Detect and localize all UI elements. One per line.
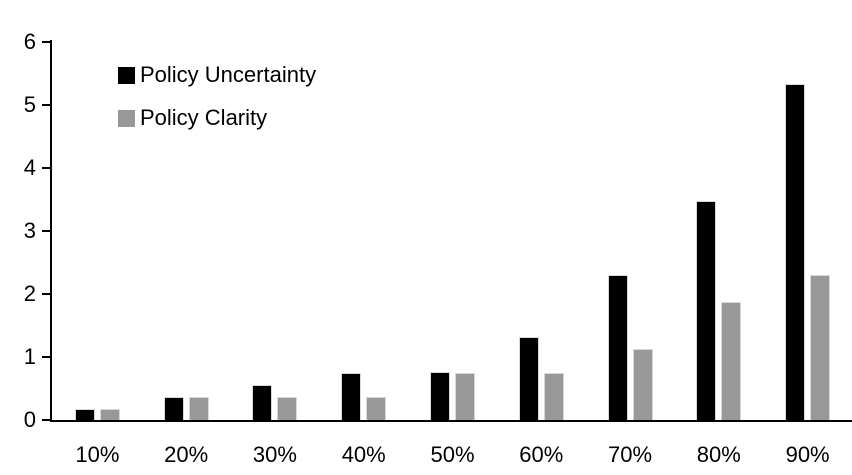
legend-item-policy-clarity: Policy Clarity bbox=[118, 105, 268, 130]
y-axis bbox=[50, 40, 52, 422]
x-axis-label: 70% bbox=[608, 442, 653, 467]
x-axis-label: 90% bbox=[785, 442, 830, 467]
bar-policy-clarity-20- bbox=[188, 396, 209, 420]
legend-label-policy-clarity: Policy Clarity bbox=[140, 105, 268, 130]
y-axis-tick bbox=[42, 419, 50, 421]
y-axis-label: 4 bbox=[23, 155, 36, 180]
y-axis-label: 0 bbox=[23, 407, 36, 432]
bar-policy-uncertainty-20- bbox=[163, 396, 184, 420]
bar-policy-clarity-70- bbox=[632, 349, 653, 420]
x-axis-label: 50% bbox=[430, 442, 475, 467]
x-axis-label: 20% bbox=[164, 442, 209, 467]
y-axis-label: 2 bbox=[23, 281, 36, 306]
y-axis-label: 3 bbox=[23, 218, 36, 243]
bar-policy-uncertainty-10- bbox=[74, 408, 95, 420]
bar-policy-uncertainty-60- bbox=[518, 337, 539, 420]
bar-policy-uncertainty-30- bbox=[252, 384, 273, 420]
bar-policy-clarity-60- bbox=[543, 373, 564, 420]
bar-policy-clarity-90- bbox=[810, 275, 831, 420]
y-axis-tick bbox=[42, 167, 50, 169]
legend-label-policy-uncertainty: Policy Uncertainty bbox=[140, 62, 317, 87]
x-axis-label: 60% bbox=[519, 442, 564, 467]
bar-policy-uncertainty-50- bbox=[430, 372, 450, 420]
bar-policy-clarity-10- bbox=[99, 408, 120, 420]
legend-item-policy-uncertainty: Policy Uncertainty bbox=[118, 62, 317, 87]
y-axis-tick bbox=[42, 356, 50, 358]
y-axis-label: 1 bbox=[23, 344, 36, 369]
y-axis-label: 5 bbox=[23, 92, 36, 117]
y-axis-tick bbox=[42, 293, 50, 295]
bar-policy-uncertainty-70- bbox=[607, 275, 628, 420]
x-axis-label: 30% bbox=[252, 442, 297, 467]
x-axis-label: 40% bbox=[341, 442, 386, 467]
bar-policy-uncertainty-40- bbox=[341, 373, 362, 420]
bar-policy-uncertainty-90- bbox=[785, 84, 806, 420]
x-axis-label: 80% bbox=[696, 442, 741, 467]
legend-swatch-policy-clarity bbox=[118, 109, 135, 127]
x-axis bbox=[50, 420, 852, 422]
x-axis-label: 10% bbox=[75, 442, 120, 467]
y-axis-tick bbox=[42, 41, 50, 43]
bar-policy-clarity-80- bbox=[721, 302, 742, 420]
bar-policy-clarity-50- bbox=[455, 373, 475, 420]
y-axis-tick bbox=[42, 230, 50, 232]
legend-swatch-policy-uncertainty bbox=[118, 66, 135, 84]
y-axis-label: 6 bbox=[23, 29, 36, 54]
bar-policy-clarity-30- bbox=[277, 396, 298, 420]
y-axis-tick bbox=[42, 104, 50, 106]
bar-policy-uncertainty-80- bbox=[696, 200, 717, 420]
bar-policy-clarity-40- bbox=[366, 396, 387, 420]
